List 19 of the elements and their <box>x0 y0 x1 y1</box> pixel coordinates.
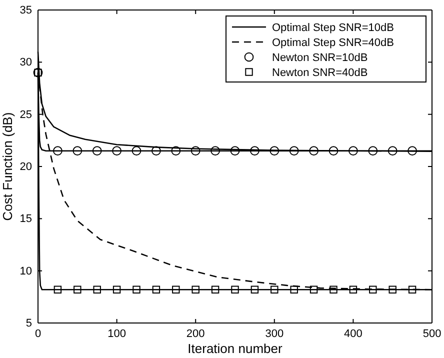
y-tick-label: 10 <box>20 265 32 278</box>
legend-label: Newton SNR=40dB <box>272 67 368 79</box>
legend-label: Optimal Step SNR=10dB <box>272 22 394 34</box>
legend-label: Optimal Step SNR=40dB <box>272 37 394 49</box>
y-tick-label: 35 <box>20 4 32 17</box>
legend-label: Newton SNR=10dB <box>272 52 368 64</box>
y-tick-label: 15 <box>20 213 32 226</box>
x-tick-label: 500 <box>422 328 442 340</box>
y-axis-title: Cost Function (dB) <box>0 112 15 221</box>
y-tick-label: 25 <box>20 108 32 121</box>
y-tick-label: 30 <box>20 56 32 69</box>
x-tick-label: 100 <box>108 328 126 340</box>
x-tick-label: 0 <box>34 328 42 340</box>
y-tick-label: 5 <box>26 318 32 330</box>
x-tick-label: 400 <box>344 328 362 340</box>
y-tick-label: 20 <box>20 161 32 174</box>
x-axis-title: Iteration number <box>188 341 283 356</box>
x-tick-label: 300 <box>265 328 284 340</box>
x-tick-label: 200 <box>186 328 205 340</box>
